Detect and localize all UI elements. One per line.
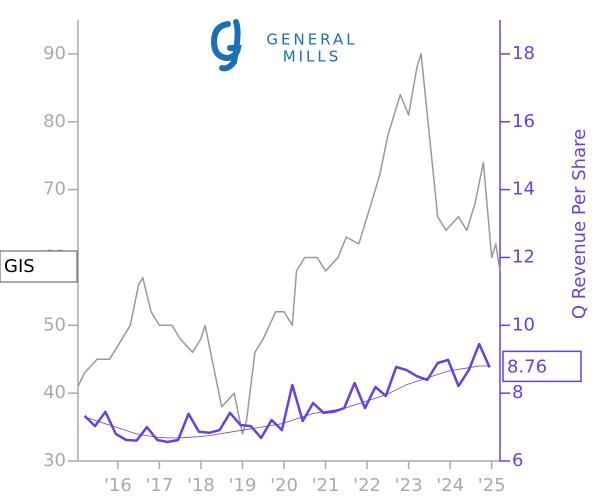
- y-tick-label: 50: [43, 314, 66, 335]
- series-line: [83, 342, 491, 444]
- y-tick-label: 70: [43, 179, 66, 200]
- x-tick-label: '20: [270, 475, 298, 496]
- series-line: [77, 53, 501, 435]
- logo-text: GENERAL: [266, 31, 357, 49]
- y2-tick-label: 12: [512, 246, 535, 267]
- y2-tick-label: 6: [512, 450, 523, 471]
- value-label-box: [502, 350, 582, 383]
- x-tick-label: '24: [436, 475, 464, 496]
- series-label: GIS: [4, 256, 35, 277]
- y-tick-label: 90: [43, 43, 66, 64]
- logo-mark: [210, 19, 242, 72]
- y2-tick-label: 14: [512, 179, 535, 200]
- logo-text: MILLS: [283, 48, 342, 66]
- y2-tick-label: 10: [512, 314, 535, 335]
- y-tick-label: 30: [43, 450, 66, 471]
- x-tick-label: '22: [353, 475, 381, 496]
- x-tick-label: '19: [229, 475, 257, 496]
- x-tick-label: '23: [395, 475, 423, 496]
- y-tick-label: 80: [43, 111, 66, 132]
- x-tick-label: '25: [478, 475, 506, 496]
- series-label-box: [0, 250, 78, 283]
- x-tick-label: '16: [104, 475, 132, 496]
- y2-tick-label: 8: [512, 382, 523, 403]
- series-line: [84, 365, 490, 439]
- y2-tick-label: 18: [512, 43, 535, 64]
- y2-axis-label: Q Revenue Per Share: [569, 129, 590, 319]
- y2-tick-label: 16: [512, 111, 535, 132]
- x-tick-label: '18: [187, 475, 215, 496]
- x-tick-label: '21: [312, 475, 340, 496]
- x-tick-label: '17: [145, 475, 173, 496]
- y-tick-label: 40: [43, 382, 66, 403]
- value-label: 8.76: [507, 356, 547, 377]
